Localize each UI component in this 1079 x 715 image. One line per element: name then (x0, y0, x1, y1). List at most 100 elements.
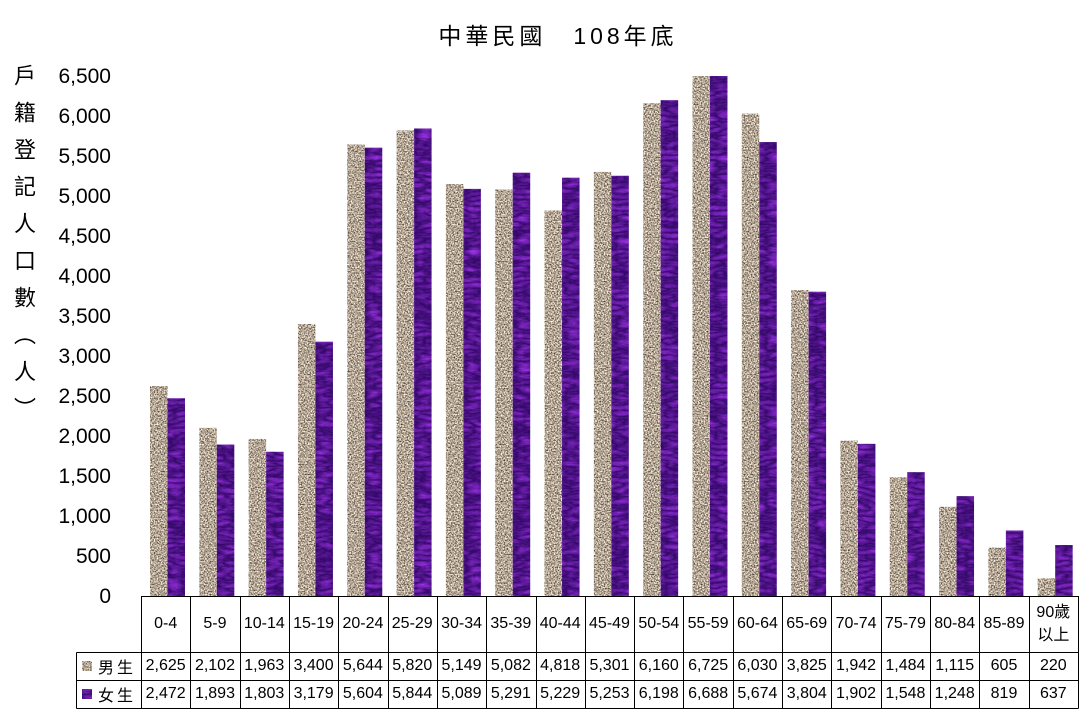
x-tick-label: 0-4 (154, 615, 178, 633)
chart-title: 中華民國 108年底 (438, 23, 678, 49)
table-category-cell: 15-19 (289, 596, 338, 652)
table-category-cell: 0-4 (141, 596, 190, 652)
bar-male-3 (297, 324, 316, 596)
x-tick-label: 85-89 (983, 615, 1025, 633)
data-label-male: 2,102 (194, 657, 235, 675)
y-tick-label: 2,500 (58, 385, 111, 408)
data-label-male: 1,115 (935, 657, 975, 675)
x-tick-label: 25-29 (391, 615, 433, 633)
x-tick-label: 40-44 (539, 615, 581, 633)
y-tick-label: 1,000 (58, 505, 111, 528)
bar-male-13 (791, 290, 809, 596)
data-label-female: 1,548 (885, 685, 926, 703)
bar-female-17 (1005, 530, 1024, 596)
bar-female-16 (956, 496, 975, 596)
bar-female-2 (266, 451, 284, 596)
data-label-female: 1,893 (194, 685, 235, 703)
data-label-female: 1,248 (934, 685, 975, 703)
table-category-cell: 45-49 (585, 596, 634, 652)
data-label-male: 3,400 (293, 657, 334, 675)
legend-marker-female (82, 689, 92, 699)
table-category-cell: 50-54 (634, 596, 683, 652)
data-label-female: 2,472 (145, 685, 186, 703)
data-label-female: 5,253 (589, 685, 630, 703)
bar-female-3 (315, 341, 333, 596)
y-tick-label: 3,000 (58, 345, 111, 368)
data-label-male: 220 (1039, 657, 1067, 675)
bar-male-9 (593, 171, 612, 597)
data-label-male: 4,818 (540, 657, 581, 675)
bar-female-15 (907, 472, 925, 596)
table-category-cell: 10-14 (240, 596, 289, 652)
table-category-cell: 5-9 (190, 596, 239, 652)
data-label-male: 1,963 (244, 657, 285, 675)
data-label-male: 6,160 (638, 657, 679, 675)
table-category-cell: 55-59 (683, 596, 732, 652)
bar-male-14 (840, 440, 858, 596)
data-label-male: 6,725 (688, 657, 729, 675)
data-label-female: 1,902 (836, 685, 877, 703)
table-category-cell: 30-34 (437, 596, 486, 652)
bar-male-6 (445, 184, 464, 596)
table-category-cell: 40-44 (536, 596, 585, 652)
table-category-cell: 85-89 (979, 596, 1028, 652)
table-category-cell: 80-84 (930, 596, 979, 652)
bar-male-2 (248, 438, 267, 596)
x-tick-label: 15-19 (293, 615, 335, 633)
y-tick-label: 6,500 (58, 65, 111, 88)
data-label-female: 5,291 (490, 685, 531, 703)
bar-female-1 (216, 444, 235, 596)
bar-female-9 (611, 175, 629, 596)
bar-male-18 (1037, 578, 1056, 596)
data-table-grid (76, 596, 1079, 709)
bar-female-12 (759, 142, 777, 596)
x-tick-label: 75-79 (884, 615, 926, 633)
data-label-female: 5,674 (737, 685, 778, 703)
legend-marker-male (82, 661, 92, 671)
y-axis-title: 戶籍登記人口數（人） (11, 64, 36, 434)
table-category-cell: 70-74 (831, 596, 880, 652)
x-tick-label: 90歲以上 (1036, 603, 1071, 644)
x-tick-label: 55-59 (687, 615, 729, 633)
table-category-cell: 25-29 (388, 596, 437, 652)
data-label-female: 5,844 (392, 685, 433, 703)
bar-male-5 (396, 130, 415, 596)
bar-female-10 (660, 100, 679, 596)
bar-male-1 (199, 427, 217, 596)
x-tick-label: 45-49 (589, 615, 630, 633)
table-category-cell: 90歲以上 (1029, 596, 1078, 652)
bar-male-10 (643, 103, 661, 596)
x-tick-label: 30-34 (441, 615, 482, 633)
legend-label-female: 女生 (98, 688, 137, 705)
bars-group (150, 76, 1073, 597)
x-tick-label: 10-14 (243, 615, 285, 633)
y-tick-label: 3,500 (58, 305, 111, 328)
data-label-female: 6,688 (688, 685, 729, 703)
data-label-male: 5,149 (441, 657, 482, 675)
data-label-male: 5,082 (490, 657, 531, 675)
bar-female-0 (167, 398, 185, 596)
data-label-male: 5,644 (342, 657, 383, 675)
table-category-cell: 60-64 (733, 596, 782, 652)
legend-entry-male: 男生 (76, 652, 141, 680)
table-category-cell: 20-24 (338, 596, 387, 652)
y-tick-label: 2,000 (58, 425, 111, 448)
bar-male-7 (495, 189, 513, 596)
bar-male-15 (889, 477, 908, 596)
data-label-male: 5,820 (392, 657, 433, 675)
legend-entry-female: 女生 (76, 680, 141, 708)
table-category-cell: 35-39 (486, 596, 535, 652)
y-tick-label: 5,500 (58, 145, 111, 168)
data-label-male: 1,484 (885, 657, 926, 675)
bar-male-11 (692, 76, 710, 596)
bar-male-12 (741, 113, 760, 596)
table-category-cell: 65-69 (782, 596, 831, 652)
bar-female-5 (414, 128, 432, 597)
x-tick-label: 50-54 (638, 615, 680, 633)
bar-female-14 (857, 443, 876, 596)
y-tick-labels: 0 500 1,000 1,500 2,000 2,500 3,000 3,500 4,000 4… (58, 65, 111, 608)
data-label-female: 637 (1039, 685, 1067, 703)
data-label-female: 5,089 (441, 685, 482, 703)
